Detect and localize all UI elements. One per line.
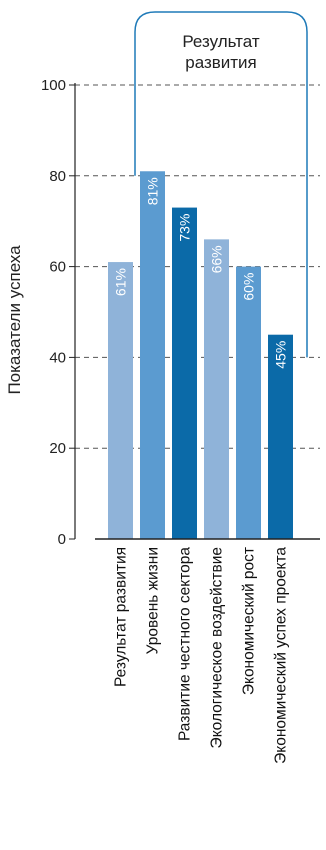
bar (172, 207, 197, 539)
bar-value-label: 61% (113, 268, 129, 296)
y-tick-label: 20 (49, 440, 66, 457)
y-axis-label: Показатели успеха (5, 245, 24, 395)
bar (268, 334, 293, 539)
category-label: Экономический успех проекта (273, 547, 290, 764)
annotation-callout: Результат развития (134, 11, 308, 358)
bar-value-label: 81% (145, 177, 161, 205)
bar (204, 239, 229, 540)
annotation-text-line1: Результат (182, 32, 260, 51)
y-tick-label: 0 (58, 531, 66, 548)
bar (108, 262, 133, 539)
bar-value-label: 73% (177, 214, 193, 242)
bar-value-label: 66% (209, 245, 225, 273)
y-tick-label: 80 (49, 168, 66, 185)
annotation-bracket (134, 11, 308, 358)
axes (74, 83, 320, 540)
y-tick-label: 40 (49, 349, 66, 366)
annotation-text-line2: развития (185, 53, 257, 72)
y-tick-label: 60 (49, 259, 66, 276)
category-label: Экономический рост (241, 547, 258, 695)
category-label: Экологическое воздействие (209, 547, 226, 748)
category-label: Развитие честного сектора (177, 547, 194, 741)
category-label: Результат развития (113, 547, 130, 687)
bar-value-label: 45% (273, 341, 289, 369)
bar (236, 266, 261, 539)
category-labels: Результат развития Уровень жизни Развитие … (113, 547, 290, 764)
y-tick-label: 100 (41, 77, 66, 94)
category-label: Уровень жизни (145, 547, 162, 654)
bar-value-label: 60% (241, 273, 257, 301)
bar (140, 171, 165, 539)
bars: 61% 81% 73% 66% 60% 45% (108, 171, 293, 540)
y-tick-labels: 0 20 40 60 80 100 (41, 77, 75, 548)
